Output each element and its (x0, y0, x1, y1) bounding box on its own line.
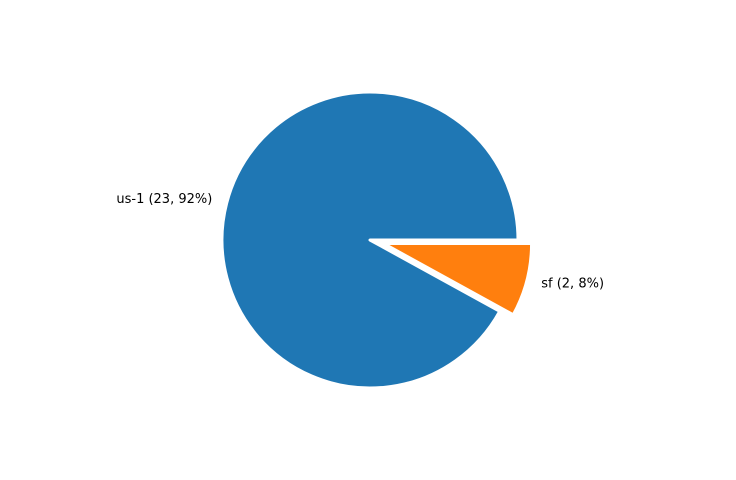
pie-label-us-1: us-1 (23, 92%) (116, 192, 212, 207)
pie-label-sf: sf (2, 8%) (541, 276, 604, 291)
pie-slice-sf (382, 241, 534, 317)
pie-labels: us-1 (23, 92%) sf (2, 8%) (116, 192, 604, 291)
pie-slice-us-1 (220, 90, 520, 390)
pie-slices (220, 90, 534, 390)
